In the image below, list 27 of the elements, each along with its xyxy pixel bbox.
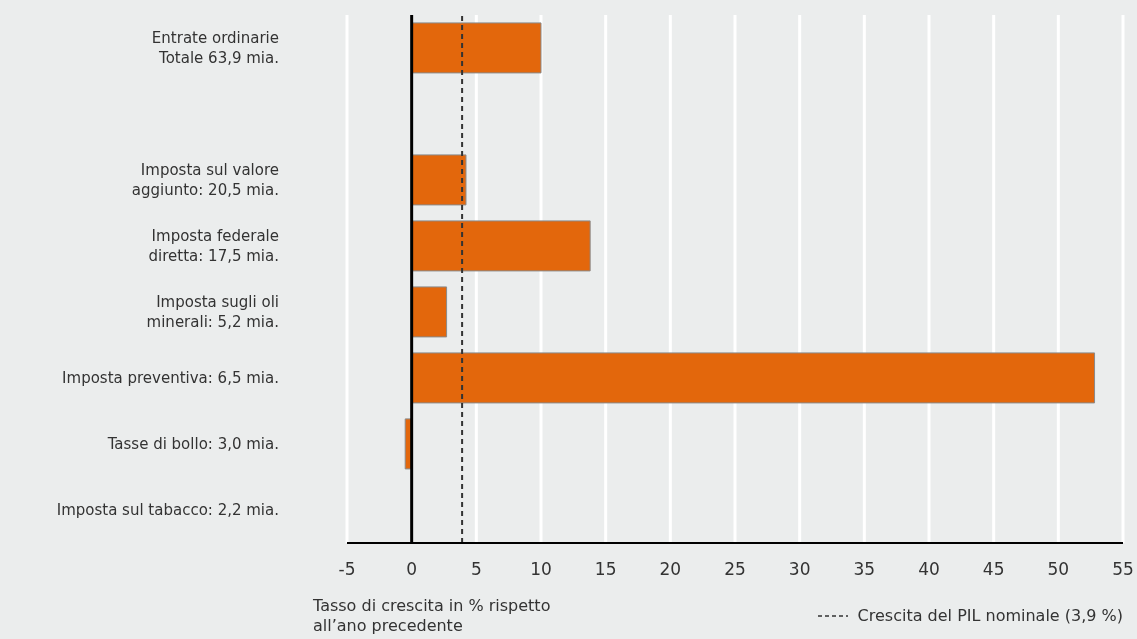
x-tick-label: 30 xyxy=(788,559,811,580)
x-tick-label: 5 xyxy=(470,559,482,580)
x-tick-label: 15 xyxy=(594,559,617,580)
y-tick-label: Imposta sul tabacco: 2,2 mia. xyxy=(56,501,279,519)
bar xyxy=(411,154,467,206)
bar xyxy=(411,22,542,74)
y-tick-label: Imposta sul valore aggiunto: 20,5 mia. xyxy=(131,161,279,199)
x-tick-label: 50 xyxy=(1047,559,1070,580)
x-axis-title: Tasso di crescita in % rispetto all’ano precedente xyxy=(313,596,551,636)
y-tick-label: Imposta preventiva: 6,5 mia. xyxy=(62,369,279,387)
bar xyxy=(411,220,591,272)
bar xyxy=(411,286,448,338)
x-tick-label: 0 xyxy=(406,559,418,580)
y-tick-label: Imposta sugli oli minerali: 5,2 mia. xyxy=(146,293,279,331)
x-tick-label: 40 xyxy=(918,559,940,580)
x-tick-label: 55 xyxy=(1112,559,1134,580)
x-tick-label: 10 xyxy=(530,559,552,580)
x-tick-label: 20 xyxy=(659,559,682,580)
y-tick-label: Tasse di bollo: 3,0 mia. xyxy=(106,435,279,453)
x-tick-label: 25 xyxy=(724,559,746,580)
bar xyxy=(411,352,1096,404)
x-tick-label: 35 xyxy=(853,559,876,580)
x-tick-label: -5 xyxy=(338,559,356,580)
legend-label: Crescita del PIL nominale (3,9 %) xyxy=(857,606,1123,625)
x-tick-label: 45 xyxy=(982,559,1005,580)
y-tick-label: Entrate ordinarie Totale 63,9 mia. xyxy=(151,29,279,67)
y-tick-label: Imposta federale diretta: 17,5 mia. xyxy=(148,227,279,265)
